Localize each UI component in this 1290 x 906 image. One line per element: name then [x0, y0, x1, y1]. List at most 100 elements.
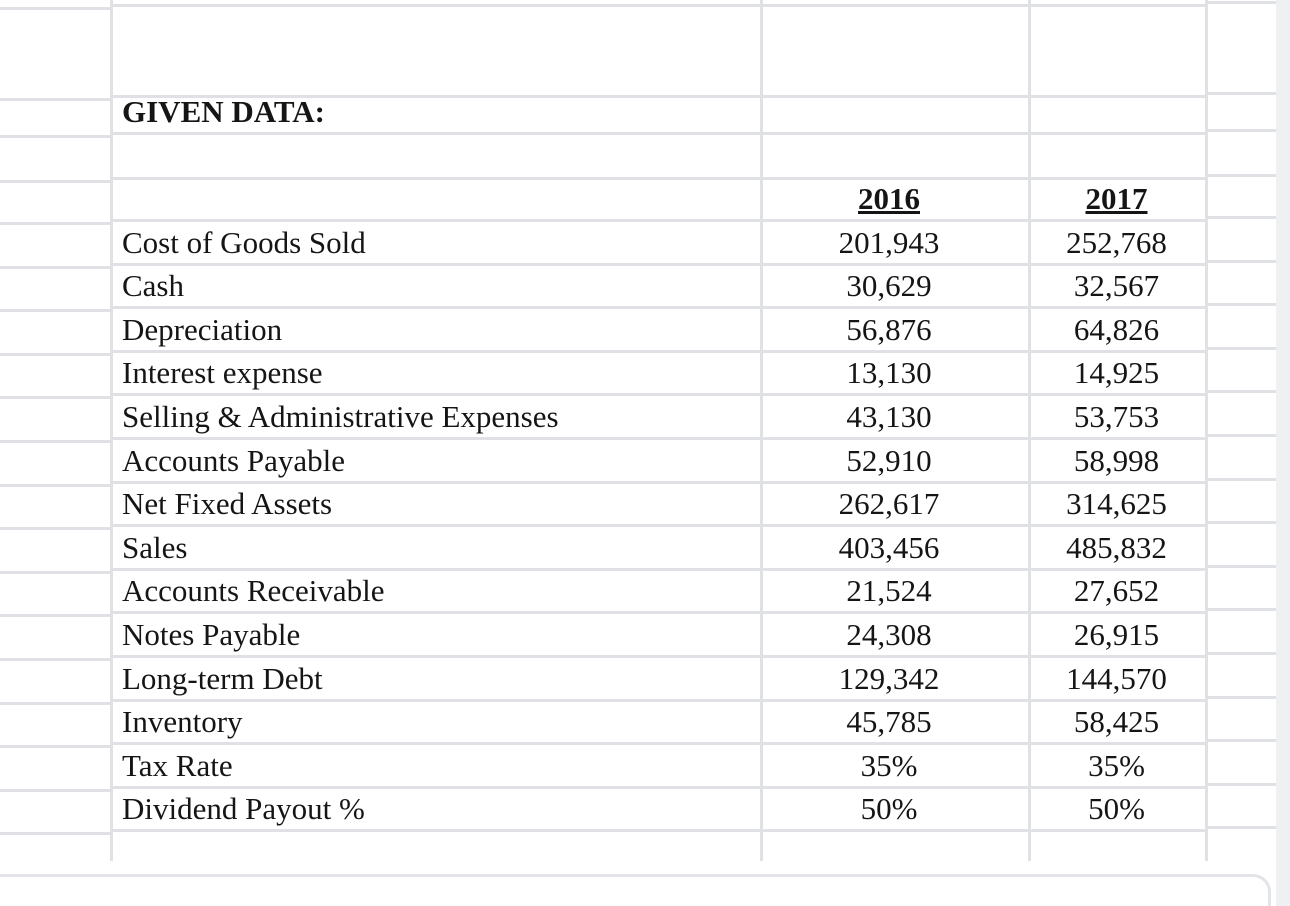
cell-2016-interest-expense[interactable]: 13,130 — [846, 355, 932, 390]
gridline-horizontal — [0, 527, 110, 530]
gridline-horizontal — [0, 353, 110, 356]
cell-2016-accounts-receivable[interactable]: 21,524 — [846, 573, 932, 608]
gridline-horizontal — [1205, 608, 1276, 611]
cell-2016-cash[interactable]: 30,629 — [846, 268, 932, 303]
cell-2017-interest-expense[interactable]: 14,925 — [1073, 355, 1160, 390]
gridline-vertical — [110, 0, 113, 861]
gridline-horizontal — [1205, 478, 1276, 481]
cell-2016-selling-admin-expenses[interactable]: 43,130 — [846, 399, 932, 434]
cell-2016-notes-payable[interactable]: 24,308 — [846, 617, 932, 652]
gridline-horizontal — [0, 702, 110, 705]
cell-2016-sales[interactable]: 403,456 — [838, 530, 940, 565]
gridline-horizontal — [1205, 129, 1276, 132]
cell-2017-sales[interactable]: 485,832 — [1066, 530, 1167, 565]
cell-label-sales[interactable]: Sales — [122, 530, 188, 565]
gridline-horizontal — [1205, 174, 1276, 177]
gridline-horizontal — [1205, 260, 1276, 263]
gridline-horizontal — [110, 219, 1208, 222]
cell-label-tax-rate[interactable]: Tax Rate — [122, 748, 233, 783]
cell-label-net-fixed-assets[interactable]: Net Fixed Assets — [122, 486, 333, 521]
column-header-2016[interactable]: 2016 — [858, 181, 920, 216]
gridline-horizontal — [1205, 390, 1276, 393]
column-header-2017[interactable]: 2017 — [1085, 181, 1148, 216]
gridline-horizontal — [1205, 783, 1276, 786]
gridline-horizontal — [1205, 347, 1276, 350]
cell-label-dividend-payout[interactable]: Dividend Payout % — [122, 791, 365, 826]
bottom-card-panel — [0, 874, 1271, 906]
cell-label-long-term-debt[interactable]: Long-term Debt — [122, 661, 323, 696]
gridline-horizontal — [0, 658, 110, 661]
gridline-horizontal — [0, 745, 110, 748]
gridline-horizontal — [0, 832, 110, 835]
gridline-horizontal — [1205, 696, 1276, 699]
gridline-horizontal — [110, 786, 1208, 789]
cell-label-cash[interactable]: Cash — [122, 268, 184, 303]
cell-label-accounts-receivable[interactable]: Accounts Receivable — [122, 573, 385, 608]
gridline-horizontal — [110, 568, 1208, 571]
cell-2017-tax-rate[interactable]: 35% — [1088, 748, 1145, 783]
cell-2016-depreciation[interactable]: 56,876 — [846, 312, 932, 347]
gridline-horizontal — [1205, 521, 1276, 524]
gridline-horizontal — [0, 789, 110, 792]
cell-2016-net-fixed-assets[interactable]: 262,617 — [838, 486, 940, 521]
gridline-horizontal — [110, 437, 1208, 440]
gridline-horizontal — [1205, 1, 1276, 4]
cell-label-selling-admin-expenses[interactable]: Selling & Administrative Expenses — [122, 399, 559, 434]
cell-2016-long-term-debt[interactable]: 129,342 — [838, 661, 940, 696]
sheet-edge-strip — [1276, 0, 1290, 906]
gridline-horizontal — [0, 309, 110, 312]
gridline-horizontal — [1205, 216, 1276, 219]
gridline-horizontal — [0, 396, 110, 399]
gridline-vertical — [1028, 0, 1031, 861]
cell-2017-cash[interactable]: 32,567 — [1073, 268, 1160, 303]
gridline-horizontal — [1205, 565, 1276, 568]
cell-2017-long-term-debt[interactable]: 144,570 — [1066, 661, 1167, 696]
cell-2016-accounts-payable[interactable]: 52,910 — [846, 443, 932, 478]
gridline-horizontal — [110, 699, 1208, 702]
cell-label-accounts-payable[interactable]: Accounts Payable — [122, 443, 345, 478]
gridline-horizontal — [110, 132, 1208, 135]
section-title: GIVEN DATA: — [122, 94, 325, 129]
cell-2017-accounts-payable[interactable]: 58,998 — [1073, 443, 1160, 478]
gridline-horizontal — [1205, 739, 1276, 742]
gridline-horizontal — [110, 306, 1208, 309]
gridline-horizontal — [110, 95, 1208, 98]
gridline-horizontal — [110, 350, 1208, 353]
cell-2016-dividend-payout[interactable]: 50% — [860, 791, 918, 826]
cell-2016-inventory[interactable]: 45,785 — [846, 704, 932, 739]
gridline-horizontal — [110, 829, 1208, 832]
gridline-horizontal — [110, 177, 1208, 180]
gridline-horizontal — [0, 135, 110, 138]
cell-2016-tax-rate[interactable]: 35% — [860, 748, 918, 783]
gridline-horizontal — [110, 742, 1208, 745]
cell-label-inventory[interactable]: Inventory — [122, 704, 243, 739]
gridline-vertical — [760, 0, 763, 861]
cell-label-cost-of-goods-sold[interactable]: Cost of Goods Sold — [122, 225, 366, 260]
cell-2017-depreciation[interactable]: 64,826 — [1073, 312, 1160, 347]
gridline-horizontal — [0, 98, 110, 101]
gridline-horizontal — [1205, 92, 1276, 95]
gridline-horizontal — [1205, 826, 1276, 829]
gridline-horizontal — [110, 4, 1208, 7]
cell-2017-cost-of-goods-sold[interactable]: 252,768 — [1066, 225, 1167, 260]
gridline-horizontal — [110, 481, 1208, 484]
gridline-horizontal — [110, 524, 1208, 527]
gridline-horizontal — [0, 571, 110, 574]
gridline-horizontal — [0, 7, 110, 10]
cell-2017-accounts-receivable[interactable]: 27,652 — [1073, 573, 1160, 608]
cell-2016-cost-of-goods-sold[interactable]: 201,943 — [838, 225, 940, 260]
gridline-horizontal — [110, 611, 1208, 614]
cell-2017-notes-payable[interactable]: 26,915 — [1073, 617, 1160, 652]
cell-label-notes-payable[interactable]: Notes Payable — [122, 617, 301, 652]
cell-2017-selling-admin-expenses[interactable]: 53,753 — [1073, 399, 1160, 434]
cell-label-interest-expense[interactable]: Interest expense — [122, 355, 323, 390]
gridline-horizontal — [1205, 652, 1276, 655]
gridline-vertical — [1205, 0, 1208, 861]
cell-2017-dividend-payout[interactable]: 50% — [1088, 791, 1145, 826]
cell-2017-net-fixed-assets[interactable]: 314,625 — [1066, 486, 1167, 521]
cell-2017-inventory[interactable]: 58,425 — [1073, 704, 1160, 739]
cell-label-depreciation[interactable]: Depreciation — [122, 312, 283, 347]
gridline-horizontal — [1205, 303, 1276, 306]
gridline-horizontal — [0, 484, 110, 487]
